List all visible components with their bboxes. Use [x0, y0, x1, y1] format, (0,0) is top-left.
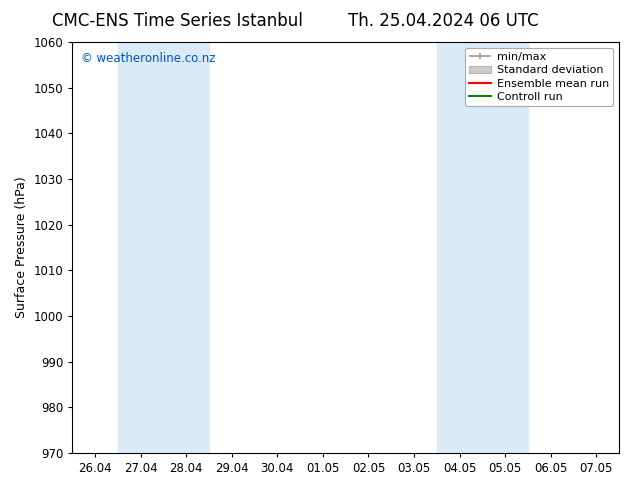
Text: Th. 25.04.2024 06 UTC: Th. 25.04.2024 06 UTC [349, 12, 539, 30]
Text: © weatheronline.co.nz: © weatheronline.co.nz [81, 52, 215, 65]
Text: CMC-ENS Time Series Istanbul: CMC-ENS Time Series Istanbul [52, 12, 303, 30]
Legend: min/max, Standard deviation, Ensemble mean run, Controll run: min/max, Standard deviation, Ensemble me… [465, 48, 614, 106]
Bar [118, 42, 209, 453]
Y-axis label: Surface Pressure (hPa): Surface Pressure (hPa) [15, 176, 28, 318]
Bar [437, 42, 528, 453]
